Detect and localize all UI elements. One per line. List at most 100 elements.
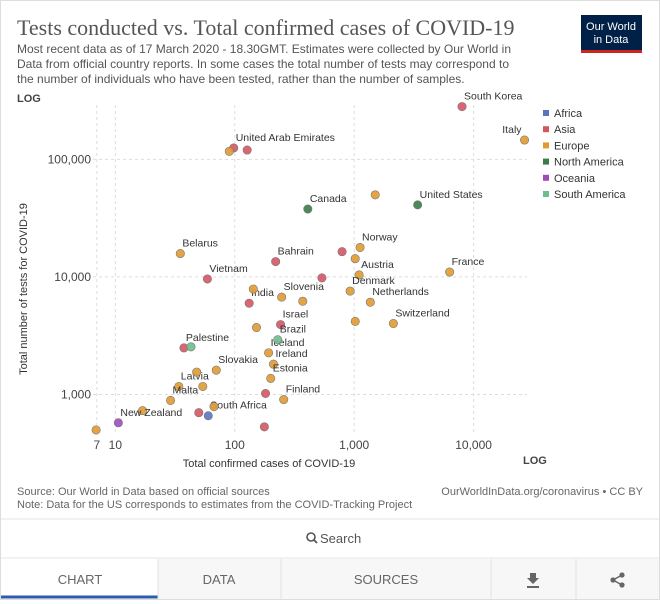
- share-icon: [610, 577, 616, 583]
- point: [251, 323, 261, 333]
- y-tick-label: 10,000: [54, 270, 91, 284]
- point-label: New Zealand: [120, 407, 182, 419]
- legend-label: Europe: [554, 140, 589, 152]
- y-scale-toggle[interactable]: LOG: [17, 93, 41, 105]
- search-icon: [306, 532, 316, 542]
- point: [174, 381, 184, 391]
- point: [209, 402, 219, 412]
- share-button[interactable]: [610, 572, 625, 588]
- point: [224, 146, 234, 156]
- x-tick-label: 1,000: [339, 438, 369, 452]
- download-icon: [527, 586, 539, 588]
- point: [276, 320, 286, 330]
- point: [244, 298, 254, 308]
- x-scale-toggle[interactable]: LOG: [523, 455, 547, 467]
- point-label: Switzerland: [395, 308, 449, 320]
- y-tick-label: 1,000: [61, 387, 91, 401]
- point: [248, 284, 258, 294]
- point: [264, 348, 274, 358]
- plot: 7 10 100 1,000 10,000 1,000 10,000 100,000 South…: [48, 91, 627, 452]
- legend-swatch: [543, 158, 549, 165]
- point: [457, 102, 467, 112]
- legend-swatch: [543, 126, 549, 133]
- x-tick-label: 10,000: [455, 438, 492, 452]
- logo-text: Our World: [586, 21, 636, 33]
- legend-label: Africa: [554, 108, 583, 120]
- source: Source: Our World in Data based on offic…: [17, 486, 270, 498]
- point: [186, 342, 196, 352]
- point: [268, 359, 278, 369]
- download-button[interactable]: [527, 573, 539, 588]
- chart-title: Tests conducted vs. Total confirmed case…: [17, 15, 515, 40]
- point-label: United States: [420, 189, 483, 201]
- point-label: Brazil: [280, 324, 306, 336]
- point: [413, 200, 423, 210]
- subtitle: Most recent data as of 17 March 2020 - 1…: [17, 42, 511, 56]
- point-label: South Korea: [464, 91, 523, 103]
- point: [370, 190, 380, 200]
- point-label: Vietnam: [209, 263, 248, 275]
- y-tick-label: 100,000: [48, 152, 92, 166]
- point: [355, 242, 365, 252]
- point-label: Italy: [502, 124, 522, 136]
- tab-data[interactable]: DATA: [203, 572, 236, 587]
- point: [175, 249, 185, 259]
- search-button[interactable]: Search: [306, 531, 361, 546]
- point: [337, 247, 347, 257]
- point-label: Denmark: [352, 275, 395, 287]
- y-axis-title: Total number of tests for COVID-19: [18, 203, 30, 375]
- point-label: Ireland: [275, 348, 307, 360]
- point: [203, 411, 213, 421]
- point-label: South Africa: [210, 400, 267, 412]
- point-label: Canada: [310, 193, 347, 205]
- point: [388, 319, 398, 329]
- tab-sources[interactable]: SOURCES: [354, 572, 419, 587]
- point: [113, 418, 123, 428]
- point: [350, 254, 360, 264]
- point: [91, 425, 101, 435]
- download-icon: [527, 573, 539, 584]
- logo[interactable]: Our World in Data: [581, 15, 642, 53]
- logo-text: in Data: [594, 34, 630, 46]
- share-icon: [619, 582, 625, 588]
- point: [242, 145, 252, 155]
- point-label: France: [452, 256, 485, 268]
- point-label: Slovakia: [218, 354, 258, 366]
- point-label: Estonia: [273, 362, 308, 374]
- point: [277, 292, 287, 302]
- search-icon: [313, 539, 318, 544]
- legend-label: North America: [554, 157, 625, 169]
- legend-swatch: [543, 110, 549, 116]
- point: [350, 316, 360, 326]
- x-tick-label: 10: [109, 438, 123, 452]
- point: [345, 286, 355, 296]
- point: [166, 395, 176, 405]
- point: [365, 297, 375, 307]
- legend-label: Asia: [554, 124, 576, 136]
- point-label: Palestine: [186, 332, 229, 344]
- point: [303, 204, 313, 214]
- point: [192, 367, 202, 377]
- point-label: Belarus: [182, 238, 218, 250]
- note: Note: Data for the US corresponds to est…: [17, 499, 412, 511]
- point-label: Malta: [173, 384, 199, 396]
- subtitle: the number of individuals who have been …: [17, 72, 465, 86]
- x-axis-title: Total confirmed cases of COVID-19: [183, 458, 355, 470]
- point: [138, 406, 148, 416]
- credit[interactable]: OurWorldInData.org/coronavirus • CC BY: [441, 486, 643, 498]
- logo-box: [581, 15, 642, 53]
- point: [266, 373, 276, 383]
- point-label: Israel: [283, 309, 309, 321]
- tab-chart[interactable]: CHART: [58, 572, 103, 587]
- point: [279, 395, 289, 405]
- point: [354, 270, 364, 280]
- share-icon: [619, 572, 625, 578]
- point-label: Norway: [362, 231, 398, 243]
- point: [194, 408, 204, 418]
- point: [271, 257, 281, 267]
- point: [298, 296, 308, 306]
- point: [273, 335, 283, 345]
- point: [445, 267, 455, 277]
- search-label: Search: [320, 531, 361, 546]
